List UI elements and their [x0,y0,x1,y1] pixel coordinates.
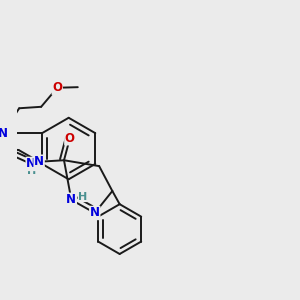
Text: N: N [66,193,76,206]
Text: H: H [78,192,87,202]
Text: N: N [90,206,100,220]
Text: N: N [34,155,44,168]
Text: O: O [65,132,75,145]
Text: H: H [27,166,36,176]
Text: N: N [26,158,36,170]
Text: N: N [0,127,8,140]
Text: O: O [52,81,62,94]
